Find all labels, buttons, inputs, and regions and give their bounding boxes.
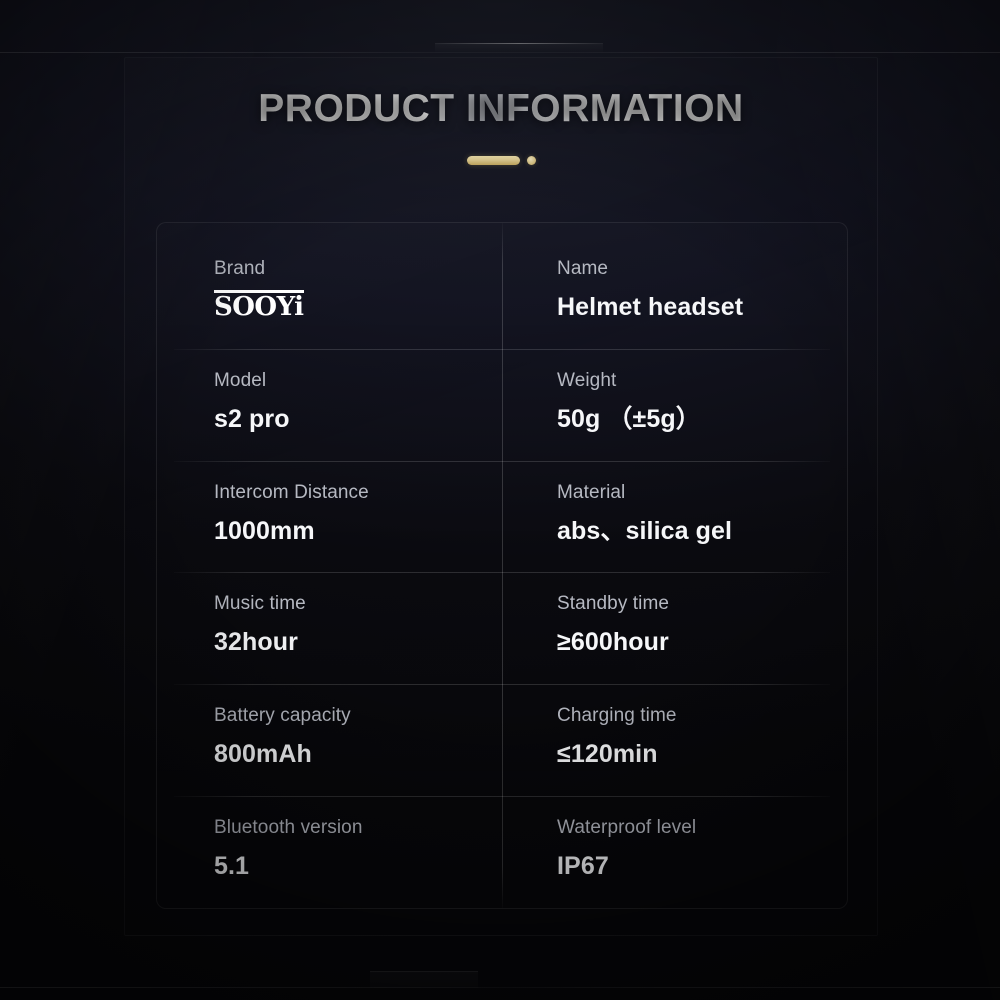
- spec-label: Standby time: [557, 593, 670, 615]
- spec-value: 1000mm: [214, 516, 315, 545]
- spec-table: Brand SOOYi Name Helmet headset Model s2…: [156, 222, 848, 909]
- spec-label: Music time: [214, 593, 306, 615]
- spec-value: s2 pro: [214, 404, 290, 433]
- spec-label: Model: [214, 369, 267, 391]
- spec-value: IP67: [557, 852, 609, 881]
- spec-cell-music-time: Music time 32hour: [157, 572, 502, 684]
- spec-cell-weight: Weight 50g （±5g）: [502, 349, 847, 461]
- spec-cell-waterproof-level: Waterproof level IP67: [502, 796, 847, 908]
- top-highlight-line: [435, 43, 603, 44]
- gold-dot-icon: [526, 156, 536, 165]
- table-row: Brand SOOYi Name Helmet headset: [157, 237, 847, 349]
- spec-label: Bluetooth version: [214, 817, 363, 839]
- spec-value: ≥600hour: [557, 628, 669, 657]
- spec-cell-name: Name Helmet headset: [502, 237, 847, 349]
- spec-label: Brand: [214, 258, 266, 279]
- spec-label: Material: [557, 481, 626, 503]
- spec-cell-material: Material abs、silica gel: [502, 461, 847, 573]
- spec-cell-battery-capacity: Battery capacity 800mAh: [157, 684, 502, 796]
- spec-label: Name: [557, 258, 609, 279]
- spec-cell-brand: Brand SOOYi: [157, 237, 502, 349]
- spec-cell-bluetooth-version: Bluetooth version 5.1: [157, 796, 502, 908]
- page-title: PRODUCT INFORMATION: [125, 87, 877, 131]
- top-divider-line: [0, 52, 1000, 53]
- table-row: Intercom Distance 1000mm Material abs、si…: [157, 460, 847, 573]
- brand-logo: SOOYi: [214, 289, 304, 322]
- spec-value: ≤120min: [557, 740, 658, 769]
- table-row: Bluetooth version 5.1 Waterproof level I…: [157, 796, 847, 908]
- spec-cell-model: Model s2 pro: [157, 349, 502, 461]
- table-row: Battery capacity 800mAh Charging time ≤1…: [157, 684, 847, 796]
- spec-cell-charging-time: Charging time ≤120min: [502, 684, 847, 796]
- spec-label: Intercom Distance: [214, 481, 369, 503]
- spec-label: Charging time: [557, 705, 677, 727]
- spec-label: Weight: [557, 369, 617, 391]
- product-info-card: PRODUCT INFORMATION Brand SOOYi Name Hel…: [124, 57, 878, 936]
- gold-bar-icon: [466, 156, 520, 165]
- spec-label: Waterproof level: [557, 817, 697, 839]
- spec-cell-standby-time: Standby time ≥600hour: [502, 572, 847, 684]
- spec-value: 32hour: [214, 628, 298, 657]
- spec-value: 5.1: [214, 852, 250, 881]
- spec-value: 50g （±5g）: [557, 404, 701, 433]
- spec-value: 800mAh: [214, 740, 312, 769]
- spec-cell-intercom-distance: Intercom Distance 1000mm: [157, 461, 502, 573]
- spec-value: abs、silica gel: [557, 516, 733, 545]
- spec-label: Battery capacity: [214, 705, 351, 727]
- table-row: Music time 32hour Standby time ≥600hour: [157, 572, 847, 684]
- bottom-divider-line: [0, 987, 1000, 988]
- title-divider: [125, 156, 877, 165]
- table-row: Model s2 pro Weight 50g （±5g）: [157, 348, 847, 461]
- spec-value: Helmet headset: [557, 292, 744, 321]
- spec-rows: Brand SOOYi Name Helmet headset Model s2…: [157, 223, 847, 908]
- bottom-tab: [370, 971, 478, 988]
